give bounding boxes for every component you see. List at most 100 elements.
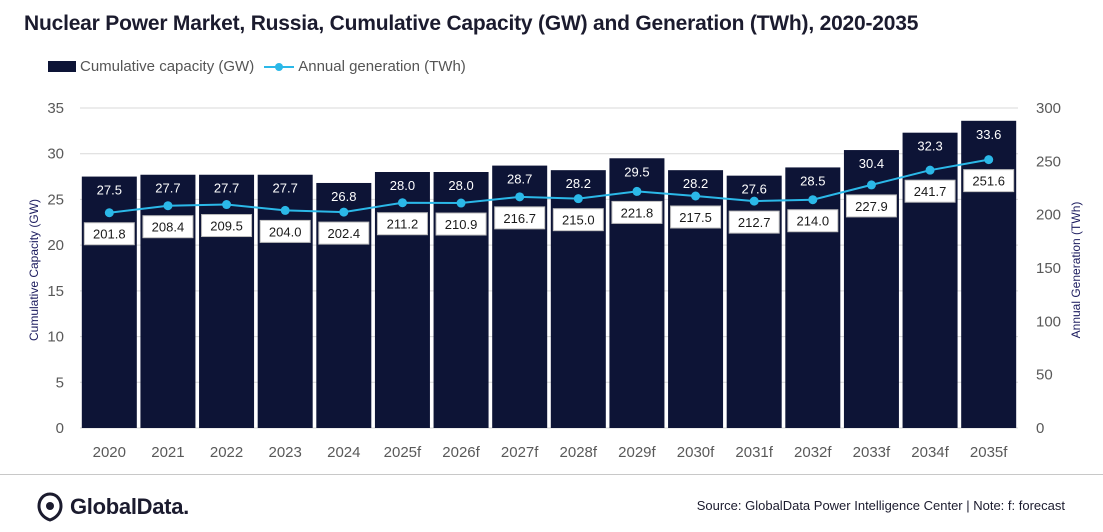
capacity-bar bbox=[843, 150, 899, 429]
legend-generation-label: Annual generation (TWh) bbox=[298, 58, 466, 75]
y-tick-label: 10 bbox=[47, 329, 64, 346]
capacity-value-label: 32.3 bbox=[917, 139, 942, 154]
generation-label-box bbox=[83, 222, 135, 246]
y-tick-label: 25 bbox=[47, 191, 64, 208]
source-note: Source: GlobalData Power Intelligence Ce… bbox=[696, 498, 1065, 513]
generation-point bbox=[749, 196, 759, 206]
generation-label-box bbox=[670, 205, 722, 229]
capacity-value-label: 28.5 bbox=[800, 173, 825, 188]
capacity-bar bbox=[374, 172, 430, 428]
capacity-value-label: 28.0 bbox=[448, 178, 473, 193]
generation-point bbox=[515, 192, 525, 202]
x-tick-label: 2029f bbox=[618, 444, 656, 461]
generation-point bbox=[456, 198, 466, 208]
capacity-bar bbox=[785, 167, 841, 428]
capacity-bar bbox=[609, 158, 665, 429]
x-tick-label: 2034f bbox=[911, 444, 949, 461]
y2-tick-label: 200 bbox=[1036, 207, 1061, 224]
x-tick-label: 2023 bbox=[269, 444, 302, 461]
y-tick-label: 15 bbox=[47, 283, 64, 300]
generation-label-box bbox=[845, 194, 897, 218]
capacity-bar bbox=[433, 172, 489, 428]
generation-label-box bbox=[787, 209, 839, 233]
chart-title: Nuclear Power Market, Russia, Cumulative… bbox=[24, 12, 919, 35]
generation-value-label: 214.0 bbox=[797, 214, 830, 229]
x-tick-label: 2031f bbox=[735, 444, 773, 461]
generation-label-box bbox=[435, 212, 487, 236]
y2-tick-label: 300 bbox=[1036, 100, 1061, 117]
legend-capacity-label: Cumulative capacity (GW) bbox=[80, 58, 255, 75]
generation-point bbox=[163, 201, 173, 211]
generation-value-label: 209.5 bbox=[210, 219, 243, 234]
generation-value-label: 241.7 bbox=[914, 184, 947, 199]
capacity-bar bbox=[140, 174, 196, 428]
generation-point bbox=[222, 200, 232, 210]
x-axis-ticks: 2020 2021 2022 2023 2024 2025f 2026f 2027f 2028f… bbox=[93, 444, 1009, 461]
data-labels: 27.5 27.7 27.7 27.7 26.8 28.0 28.0 28.7 28.2 29.5… bbox=[83, 127, 1015, 246]
generation-value-label: 202.4 bbox=[328, 226, 361, 241]
legend-bar-swatch bbox=[48, 61, 76, 72]
y-tick-label: 35 bbox=[47, 100, 64, 117]
x-tick-label: 2030f bbox=[677, 444, 715, 461]
globaldata-logo-icon bbox=[37, 492, 63, 522]
capacity-bar bbox=[961, 120, 1017, 429]
generation-value-label: 212.7 bbox=[738, 215, 771, 230]
generation-label-box bbox=[728, 210, 780, 234]
x-tick-label: 2028f bbox=[560, 444, 598, 461]
generation-label-box bbox=[963, 169, 1015, 193]
capacity-value-label: 33.6 bbox=[976, 127, 1001, 142]
generation-label-box bbox=[318, 221, 370, 245]
generation-label-box bbox=[376, 212, 428, 236]
generation-label-box bbox=[552, 208, 604, 232]
logo-text: GlobalData. bbox=[70, 494, 189, 519]
generation-line-path bbox=[109, 158, 989, 214]
generation-value-label: 211.2 bbox=[387, 217, 419, 232]
generation-label-box bbox=[142, 215, 194, 239]
generation-value-label: 215.0 bbox=[562, 213, 595, 228]
globaldata-logo: GlobalData. bbox=[36, 492, 189, 522]
y-tick-label: 30 bbox=[47, 146, 64, 163]
capacity-value-label: 27.7 bbox=[155, 181, 180, 196]
capacity-value-label: 28.2 bbox=[566, 176, 591, 191]
x-tick-label: 2027f bbox=[501, 444, 539, 461]
generation-point bbox=[339, 207, 349, 217]
generation-value-label: 217.5 bbox=[679, 210, 712, 225]
generation-point bbox=[104, 208, 114, 218]
x-tick-label: 2032f bbox=[794, 444, 832, 461]
generation-value-label: 216.7 bbox=[503, 211, 536, 226]
generation-point bbox=[925, 165, 935, 175]
x-tick-label: 2026f bbox=[442, 444, 480, 461]
generation-point bbox=[984, 155, 994, 165]
capacity-value-label: 28.2 bbox=[683, 176, 708, 191]
x-tick-label: 2025f bbox=[384, 444, 422, 461]
capacity-value-label: 28.7 bbox=[507, 172, 532, 187]
capacity-value-label: 29.5 bbox=[624, 164, 649, 179]
generation-label-box bbox=[611, 200, 663, 224]
x-tick-label: 2035f bbox=[970, 444, 1008, 461]
right-axis-label: Annual Generation (TWh) bbox=[1069, 202, 1083, 339]
x-tick-label: 2033f bbox=[853, 444, 891, 461]
generation-value-label: 208.4 bbox=[152, 220, 185, 235]
generation-value-label: 201.8 bbox=[93, 227, 126, 242]
capacity-bar bbox=[81, 176, 137, 428]
generation-point bbox=[691, 191, 701, 201]
generation-value-label: 210.9 bbox=[445, 217, 478, 232]
capacity-value-label: 27.7 bbox=[273, 181, 298, 196]
y-tick-label: 5 bbox=[56, 374, 64, 391]
right-axis-ticks: 0 50 100 150 200 250 300 bbox=[1036, 100, 1061, 437]
capacity-bar bbox=[199, 174, 255, 428]
capacity-value-label: 26.8 bbox=[331, 189, 356, 204]
capacity-bar bbox=[492, 165, 548, 428]
legend: Cumulative capacity (GW) Annual generati… bbox=[48, 58, 466, 75]
generation-value-label: 251.6 bbox=[972, 174, 1005, 189]
generation-point bbox=[866, 180, 876, 190]
capacity-bar bbox=[902, 132, 958, 428]
x-tick-label: 2024 bbox=[327, 444, 360, 461]
y-tick-label: 0 bbox=[56, 420, 64, 437]
left-axis-ticks: 0 5 10 15 20 25 30 35 bbox=[47, 100, 64, 437]
generation-value-label: 204.0 bbox=[269, 224, 302, 239]
capacity-value-label: 27.6 bbox=[742, 182, 767, 197]
generation-label-box bbox=[904, 179, 956, 203]
y2-tick-label: 250 bbox=[1036, 153, 1061, 170]
